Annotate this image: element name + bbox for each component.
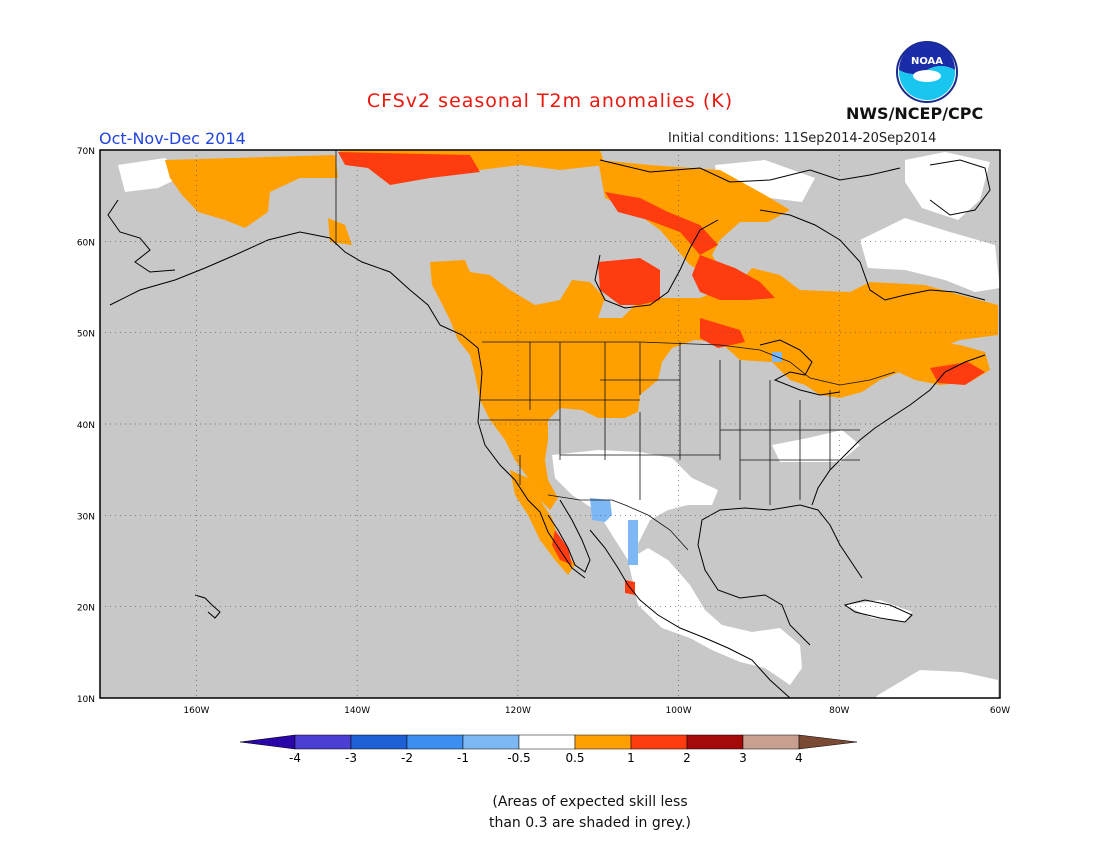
coastline-arctic-islands <box>599 159 901 183</box>
strong-warm-region-central-canada <box>598 258 660 305</box>
lat-tick-label: 10N <box>77 695 95 705</box>
strong-warm-region-arctic <box>338 152 480 185</box>
lon-tick-label: 100W <box>666 706 692 716</box>
warm-region-alaska-panhandle <box>328 218 352 245</box>
coastline-west-us <box>439 324 586 579</box>
border-states-east <box>720 360 860 505</box>
colorbar-label: 2 <box>683 751 691 765</box>
colorbar-label: 1 <box>627 751 635 765</box>
lat-tick-label: 70N <box>77 147 95 157</box>
cool-region-mexico <box>628 520 638 565</box>
neutral-anomaly-regions <box>118 152 1000 698</box>
coastline-greenland <box>929 159 991 216</box>
lon-tick-label: 120W <box>505 706 531 716</box>
colorbar-swatch <box>518 734 576 750</box>
coastline-baja <box>547 499 591 573</box>
colorbar-swatch <box>742 734 800 750</box>
border-states-central <box>480 360 721 500</box>
neutral-region-cuba <box>845 600 912 622</box>
strong-warm-region-baja <box>552 530 572 565</box>
strong-warm-region-hudson-coast <box>605 192 718 255</box>
colorbar-end-low <box>239 734 296 750</box>
season-label: Oct-Nov-Dec 2014 <box>99 129 246 148</box>
longitude-labels: 160W 140W 120W 100W 80W 60W <box>183 706 1010 716</box>
colorbar-swatch <box>574 734 632 750</box>
strong-warm-region-maritimes <box>930 362 985 385</box>
colorbar-swatch <box>294 734 352 750</box>
neutral-region-labrador <box>860 218 1000 292</box>
warm-region-alaska <box>165 155 338 228</box>
cool-region-new-mexico <box>590 498 612 522</box>
footnote-line-2: than 0.3 are shaded in grey.) <box>488 815 691 831</box>
coastline-alaska-west <box>107 199 176 273</box>
colorbar-label: -0.5 <box>507 751 530 765</box>
colorbar-label: 3 <box>739 751 747 765</box>
cool-anomaly-regions <box>590 352 782 565</box>
warm-region-western-canada <box>430 260 998 510</box>
border-states-north <box>480 342 681 412</box>
coastlines <box>107 159 991 699</box>
latitude-labels: 70N 60N 50N 40N 30N 20N 10N <box>77 147 95 705</box>
lon-tick-label: 60W <box>990 706 1010 716</box>
footnote: (Areas of expected skill less than 0.3 a… <box>440 792 740 834</box>
lat-tick-label: 60N <box>77 238 95 248</box>
map-frame <box>99 149 1001 699</box>
noaa-logo-text: NOAA <box>911 56 943 67</box>
colorbar <box>239 734 858 750</box>
neutral-region-mexico-south <box>628 548 802 685</box>
lon-tick-label: 80W <box>829 706 849 716</box>
border-us-canada <box>482 341 896 386</box>
noaa-logo: NOAA <box>896 41 958 103</box>
lat-tick-label: 40N <box>77 421 95 431</box>
lat-tick-label: 20N <box>77 604 95 614</box>
coastline-hawaii <box>194 594 221 619</box>
colorbar-label: -1 <box>457 751 469 765</box>
map-title: CFSv2 seasonal T2m anomalies (K) <box>366 90 734 112</box>
lat-tick-label: 30N <box>77 512 95 522</box>
colorbar-labels: -4 -3 -2 -1 -0.5 0.5 1 2 3 4 <box>289 751 803 765</box>
colorbar-label: 4 <box>795 751 803 765</box>
map-gridlines <box>100 150 1000 698</box>
coastline-labrador <box>759 209 986 301</box>
coastline-alaska <box>109 231 441 326</box>
neutral-region-hudson-north <box>715 160 815 202</box>
colorbar-label: -3 <box>345 751 357 765</box>
border-us-mexico <box>547 494 689 551</box>
neutral-region-greenland-coast <box>905 152 990 220</box>
lon-tick-label: 140W <box>344 706 370 716</box>
colorbar-swatch <box>462 734 520 750</box>
coastline-cuba <box>843 599 913 623</box>
colorbar-swatch <box>406 734 464 750</box>
neutral-region-caribbean <box>875 670 998 698</box>
coastline-great-lakes <box>759 339 841 396</box>
neutral-region-southwest <box>552 450 718 560</box>
lat-tick-label: 50N <box>77 330 95 340</box>
initial-conditions-label: Initial conditions: 11Sep2014-20Sep2014 <box>668 131 937 146</box>
colorbar-label: 0.5 <box>565 751 584 765</box>
footnote-line-1: (Areas of expected skill less <box>492 794 688 810</box>
colorbar-end-high <box>798 734 858 750</box>
strong-warm-anomaly-regions <box>338 152 985 595</box>
lon-tick-label: 160W <box>183 706 209 716</box>
neutral-region-northeast <box>772 430 860 462</box>
colorbar-swatch <box>350 734 408 750</box>
colorbar-swatch <box>686 734 744 750</box>
colorbar-label: -4 <box>289 751 301 765</box>
strong-warm-region-east-hudson <box>692 255 775 300</box>
political-borders <box>335 150 896 551</box>
agency-label: NWS/NCEP/CPC <box>846 104 984 123</box>
coastline-florida <box>811 354 986 506</box>
coastline-hudson-bay <box>594 219 719 309</box>
colorbar-label: -2 <box>401 751 413 765</box>
strong-warm-region-ontario <box>700 318 745 348</box>
coastline-mexico-west <box>589 529 791 699</box>
warm-region-hudson-bay <box>598 160 790 272</box>
colorbar-swatch <box>630 734 688 750</box>
